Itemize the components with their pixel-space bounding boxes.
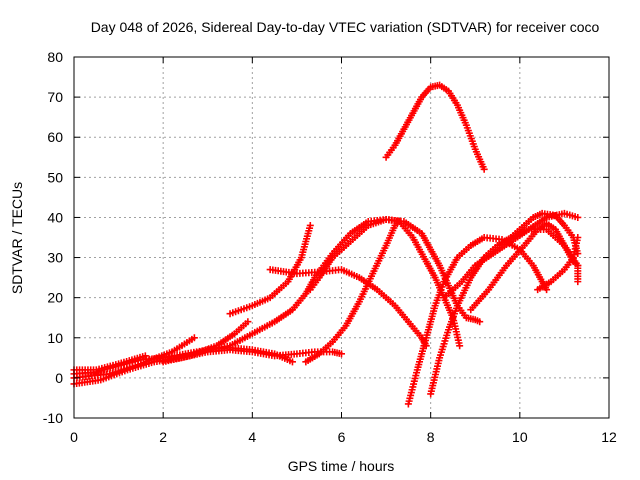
y-axis-label: SDTVAR / TECUs — [9, 182, 25, 294]
y-tick-label: 50 — [47, 169, 63, 185]
series-track-17 — [534, 234, 582, 294]
series-track-9 — [306, 215, 464, 350]
series-track-12 — [404, 234, 551, 408]
data-point — [456, 342, 464, 350]
data-series — [70, 81, 582, 408]
data-point — [574, 213, 582, 221]
series-track-6 — [226, 221, 314, 318]
data-point — [574, 262, 582, 270]
data-point — [244, 318, 252, 326]
series-track-10 — [302, 217, 403, 366]
x-tick-label: 6 — [338, 429, 346, 445]
series-track-14 — [440, 209, 582, 302]
data-point — [306, 221, 314, 229]
data-point — [476, 318, 484, 326]
y-tick-label: 40 — [47, 209, 63, 225]
y-tick-label: 70 — [47, 89, 63, 105]
x-tick-label: 0 — [70, 429, 78, 445]
y-tick-label: 30 — [47, 250, 63, 266]
y-tick-label: 20 — [47, 290, 63, 306]
chart-title: Day 048 of 2026, Sidereal Day-to-day VTE… — [91, 19, 600, 35]
series-track-7 — [204, 215, 484, 354]
y-tick-label: 80 — [47, 49, 63, 65]
x-tick-label: 2 — [159, 429, 167, 445]
x-axis-label: GPS time / hours — [288, 458, 395, 474]
data-point — [190, 334, 198, 342]
series-track-11 — [382, 81, 488, 173]
y-tick-label: -10 — [43, 410, 63, 426]
data-point — [338, 350, 345, 358]
y-tick-label: 0 — [55, 370, 63, 386]
x-tick-label: 4 — [248, 429, 256, 445]
y-tick-label: 60 — [47, 129, 63, 145]
axis-ticks: 0 2 4 6 8 10 12 -10 0 10 20 30 40 50 60 70 80 — [43, 49, 617, 445]
data-point — [141, 352, 149, 360]
data-point — [574, 278, 582, 286]
x-tick-label: 12 — [601, 429, 617, 445]
x-tick-label: 10 — [512, 429, 528, 445]
y-tick-label: 10 — [47, 330, 63, 346]
data-point — [574, 234, 582, 241]
series-track-4 — [70, 334, 198, 382]
data-point — [288, 358, 296, 366]
data-point — [480, 165, 488, 173]
data-point — [395, 217, 403, 225]
series-track-3 — [70, 352, 149, 374]
x-tick-label: 8 — [427, 429, 435, 445]
series-track-15 — [467, 219, 582, 314]
